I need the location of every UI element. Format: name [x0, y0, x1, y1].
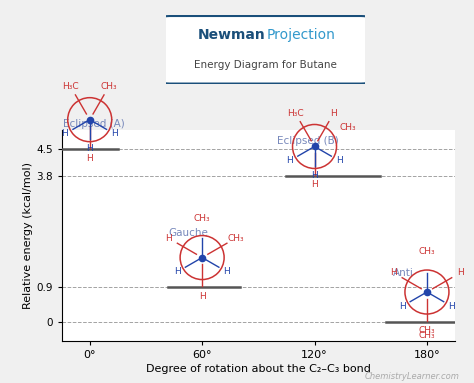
Text: CH₃: CH₃	[339, 123, 356, 132]
Text: H: H	[62, 129, 68, 139]
Text: H: H	[448, 302, 455, 311]
Text: CH₃: CH₃	[194, 214, 210, 223]
Text: H: H	[111, 129, 118, 139]
Text: H: H	[457, 268, 464, 277]
X-axis label: Degree of rotation about the C₂–C₃ bond: Degree of rotation about the C₂–C₃ bond	[146, 364, 371, 374]
Text: Eclipsed (B): Eclipsed (B)	[277, 136, 339, 146]
Text: H: H	[86, 154, 93, 163]
Text: H: H	[336, 156, 343, 165]
Text: CH₃: CH₃	[419, 326, 435, 335]
Text: H₃C: H₃C	[62, 82, 79, 91]
Text: Gauche: Gauche	[168, 228, 208, 238]
Text: CH₃: CH₃	[227, 234, 244, 243]
Text: ChemistryLearner.com: ChemistryLearner.com	[365, 372, 460, 381]
Text: H: H	[224, 267, 230, 277]
Text: CH₃: CH₃	[100, 82, 117, 91]
Text: H: H	[311, 170, 318, 180]
Text: H: H	[390, 268, 397, 277]
Text: H₃C: H₃C	[287, 109, 303, 118]
Y-axis label: Relative energy (kcal/mol): Relative energy (kcal/mol)	[23, 162, 33, 309]
Text: CH₃: CH₃	[419, 247, 435, 256]
Text: Eclipsed (A): Eclipsed (A)	[64, 119, 125, 129]
Text: Projection: Projection	[267, 28, 336, 42]
Text: H: H	[311, 180, 318, 190]
Text: Energy Diagram for Butane: Energy Diagram for Butane	[194, 60, 337, 70]
FancyBboxPatch shape	[162, 16, 369, 83]
Text: H: H	[399, 302, 406, 311]
Text: H: H	[174, 267, 181, 277]
Text: Newman: Newman	[198, 28, 265, 42]
Text: H: H	[86, 144, 93, 153]
Text: H: H	[165, 234, 172, 243]
Text: H: H	[199, 291, 206, 301]
Text: CH₃: CH₃	[419, 331, 435, 339]
Text: H: H	[286, 156, 293, 165]
Text: Anti: Anti	[393, 268, 414, 278]
Text: H: H	[330, 109, 337, 118]
